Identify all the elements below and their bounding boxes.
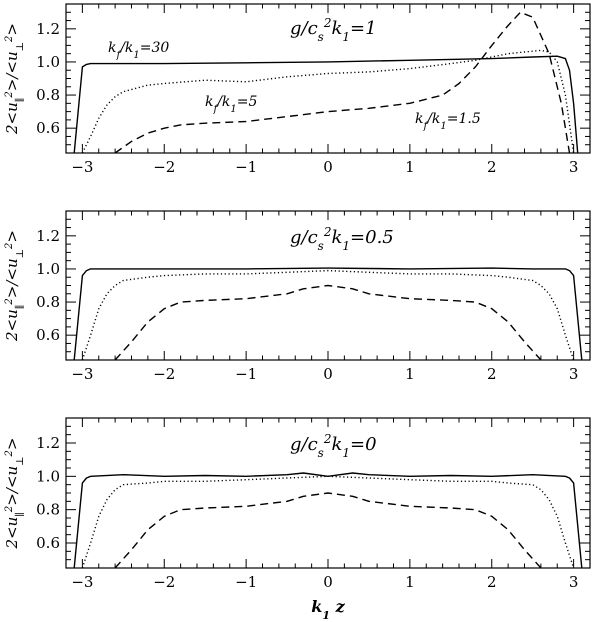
y-tick-label: 0.8: [36, 501, 60, 519]
series-line-dotted: [81, 269, 575, 360]
y-tick-label: 0.6: [36, 534, 60, 552]
y-tick-label: 1.2: [36, 227, 60, 245]
x-tick-label: −1: [235, 158, 257, 176]
x-tick-label: 2: [487, 158, 497, 176]
series-annotation: kf/k1=5: [205, 94, 257, 115]
y-axis-label: 2<u∥2>/<u⊥2>: [3, 438, 26, 550]
x-tick-label: 3: [569, 158, 579, 176]
x-tick-label: −2: [153, 573, 175, 591]
series-line-dashed: [114, 284, 542, 360]
x-tick-label: 1: [405, 365, 415, 383]
y-tick-label: 0.8: [36, 293, 60, 311]
x-tick-label: 3: [569, 365, 579, 383]
x-tick-label: 2: [487, 365, 497, 383]
x-tick-label: 0: [323, 158, 333, 176]
x-tick-label: 2: [487, 573, 497, 591]
panel-title: g/cs2k1=1: [290, 16, 377, 44]
y-axis-label: 2<u∥2>/<u⊥2>: [3, 23, 26, 135]
panel-title: g/cs2k1=0.5: [290, 225, 394, 253]
panel-top: −3 −2 −1 0 1 2 3 0.6 0.8 1.0 1.2 2<u∥2>/<u⊥2> g/cs2k…: [3, 3, 591, 176]
x-tick-label: −1: [235, 573, 257, 591]
y-tick-label: 0.6: [36, 119, 60, 137]
y-tick-label: 0.6: [36, 326, 60, 344]
panel-bottom: −3 −2 −1 0 1 2 3 0.6 0.8 1.0 1.2 2<u∥2>/<u⊥2> g/cs2k…: [3, 417, 591, 622]
y-tick-label: 1.0: [36, 53, 60, 71]
x-tick-label: 1: [405, 158, 415, 176]
series-line-dashed: [114, 492, 542, 568]
y-axis-label: 2<u∥2>/<u⊥2>: [3, 230, 26, 342]
series-line-dashed: [114, 11, 571, 153]
y-tick-label: 0.8: [36, 86, 60, 104]
series-line-solid: [73, 267, 583, 360]
series-annotation: kf/k1=1.5: [415, 111, 481, 132]
series-line-dotted: [81, 475, 575, 568]
x-tick-label: 0: [323, 365, 333, 383]
panel-title: g/cs2k1=0: [290, 432, 377, 460]
series-line-solid: [73, 472, 583, 568]
x-tick-label: 1: [405, 573, 415, 591]
series-line-dotted: [81, 49, 575, 153]
panel-middle: −3 −2 −1 0 1 2 3 0.6 0.8 1.0 1.2 2<u∥2>/<u⊥2> g/cs2k…: [3, 210, 591, 383]
x-tick-label: 0: [323, 573, 333, 591]
x-tick-label: 3: [569, 573, 579, 591]
x-tick-label: −1: [235, 365, 257, 383]
x-axis-label: k1 z: [311, 597, 345, 622]
x-tick-label: −3: [71, 365, 93, 383]
y-tick-label: 1.0: [36, 260, 60, 278]
y-tick-label: 1.2: [36, 20, 60, 38]
x-tick-label: −3: [71, 158, 93, 176]
x-tick-label: −2: [153, 158, 175, 176]
series-annotation: kf/k1=30: [108, 40, 169, 61]
x-tick-label: −3: [71, 573, 93, 591]
series-line-solid: [73, 55, 579, 153]
y-tick-label: 1.0: [36, 467, 60, 485]
x-tick-label: −2: [153, 365, 175, 383]
y-tick-label: 1.2: [36, 434, 60, 452]
